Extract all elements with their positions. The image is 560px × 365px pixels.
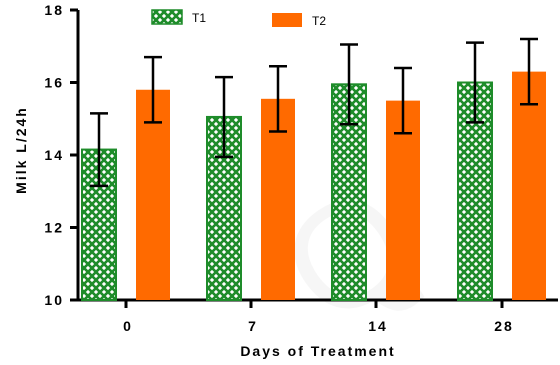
- y-tick-label: 16: [44, 75, 64, 91]
- bar-t2-28: [512, 71, 546, 300]
- legend-swatch-t1: [151, 9, 183, 25]
- y-tick-label: 12: [44, 220, 64, 236]
- y-axis-title: Milk L/24h: [13, 106, 29, 194]
- bars: [81, 37, 546, 301]
- legend: T1 T2: [151, 9, 326, 28]
- x-tick-label: 7: [248, 318, 258, 334]
- x-tick-label: 0: [123, 318, 133, 334]
- y-tick-label: 14: [44, 147, 64, 163]
- bar-t2-0: [136, 89, 170, 300]
- x-tick-label: 14: [368, 318, 388, 334]
- x-tick-label: 28: [494, 318, 514, 334]
- legend-swatch-t2: [272, 13, 302, 27]
- y-tick-label: 18: [44, 2, 64, 18]
- x-axis-title: Days of Treatment: [240, 343, 395, 359]
- legend-label-t1: T1: [192, 11, 206, 25]
- y-tick-label: 10: [44, 292, 64, 308]
- legend-label-t2: T2: [312, 14, 326, 28]
